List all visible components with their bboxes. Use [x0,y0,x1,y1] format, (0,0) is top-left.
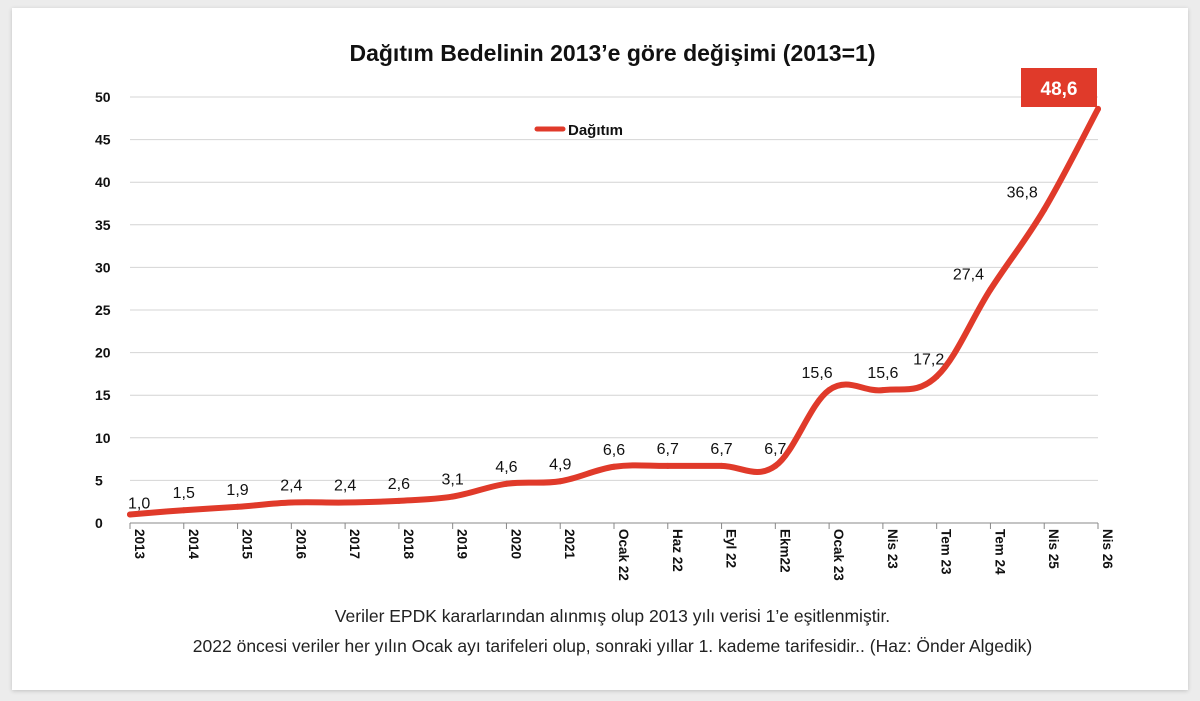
data-label: 2,4 [334,478,356,495]
x-tick-label: Tem 24 [992,529,1007,575]
data-point [1095,105,1101,112]
data-label: 27,4 [953,267,984,284]
data-label: 1,5 [173,485,195,502]
y-tick-label: 5 [95,472,103,488]
highlight-callout-box [1021,68,1097,107]
series-line-dagitim [127,105,1101,518]
data-point [718,462,725,469]
data-point [664,462,671,469]
data-point [1041,206,1048,213]
data-label: 3,1 [442,472,464,489]
x-tick-label: 2019 [455,529,470,559]
x-tick-label: Nis 25 [1046,529,1061,569]
data-point [234,503,241,510]
data-point [772,462,779,469]
data-label: 6,6 [603,442,625,459]
data-label: 15,6 [802,365,833,382]
data-point [879,387,886,394]
y-axis-ticks: 0 5 10 15 20 25 30 35 40 45 50 [95,89,111,531]
x-tick-label: 2017 [347,529,362,559]
footnote-line-1: Veriler EPDK kararlarından alınmış olup … [334,606,891,626]
data-point [557,478,564,485]
y-tick-label: 35 [95,217,111,233]
data-label: 6,7 [657,441,679,458]
legend-label-dagitim: Dağıtım [568,122,623,139]
x-tick-label: Nis 26 [1100,529,1115,569]
x-tick-label: Ocak 23 [831,529,846,581]
y-tick-label: 15 [95,387,111,403]
data-point [395,497,402,504]
data-point [180,507,187,514]
y-tick-label: 40 [95,174,111,190]
x-tick-label: Nis 23 [885,529,900,569]
x-tick-label: 2021 [562,529,577,560]
grid-lines [130,96,1098,524]
x-tick-label: Haz 22 [670,529,685,572]
data-point [449,493,456,500]
data-point [826,387,833,394]
data-point [288,499,295,506]
y-tick-label: 25 [95,302,111,318]
data-point [342,499,349,506]
y-tick-label: 20 [95,345,111,361]
series-group [127,105,1101,518]
y-tick-label: 45 [95,132,111,148]
data-point [933,373,940,380]
legend: Dağıtım [534,122,623,139]
x-axis-ticks: 2013 2014 2015 2016 2017 2018 2019 2020 2021 Ocak… [129,523,1115,581]
x-tick-label: 2020 [508,529,523,559]
highlight-callout: 48,6 [1021,68,1097,107]
x-tick-label: 2014 [186,529,201,560]
footnote-line-2: 2022 öncesi veriler her yılın Ocak ayı t… [192,636,1033,656]
data-label: 2,4 [280,478,302,495]
data-label: 36,8 [1007,184,1038,201]
data-label: 17,2 [913,351,944,368]
x-tick-label: 2018 [401,529,416,560]
data-label: 1,9 [226,482,248,499]
highlight-callout-label: 48,6 [1041,79,1078,100]
data-label: 4,9 [549,456,571,473]
x-tick-label: 2015 [240,529,255,560]
x-tick-label: Tem 23 [939,529,954,575]
y-tick-label: 50 [95,89,111,105]
x-tick-label: Eyl 22 [724,529,739,568]
data-label: 15,6 [867,365,898,382]
data-point [127,511,133,518]
chart-card [12,8,1188,690]
x-tick-label: Ekm22 [777,529,792,573]
data-point [503,480,510,487]
x-tick-label: 2013 [132,529,147,560]
data-point [611,463,617,470]
y-tick-label: 30 [95,259,111,275]
data-label: 1,0 [128,495,150,512]
data-label: 2,6 [388,476,410,493]
data-label: 6,7 [764,441,786,458]
y-tick-label: 0 [95,515,103,531]
data-point [987,286,994,293]
data-labels: 1,0 1,5 1,9 2,4 2,4 2,6 3,1 4,6 4,9 6,6 6,7 6,7 6,7 1… [128,184,1038,512]
chart-title: Dağıtım Bedelinin 2013’e göre değişimi (… [349,40,876,66]
data-label: 6,7 [710,441,732,458]
y-tick-label: 10 [95,430,111,446]
x-tick-label: 2016 [293,529,308,560]
data-label: 4,6 [495,459,517,476]
x-tick-label: Ocak 22 [616,529,631,581]
